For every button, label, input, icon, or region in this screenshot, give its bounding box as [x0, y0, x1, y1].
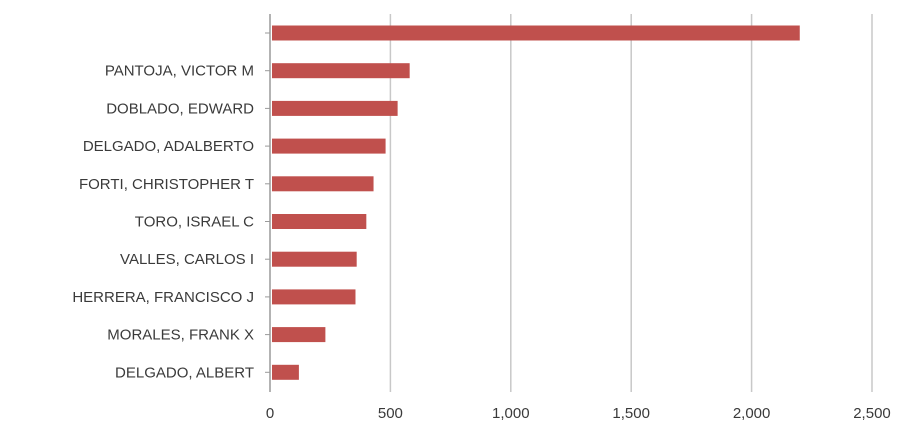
bar	[272, 138, 386, 154]
category-label: DELGADO, ADALBERTO	[83, 138, 254, 155]
x-tick-labels: 0 500 1,000 1,500 2,000 2,500	[266, 405, 891, 422]
category-label: PANTOJA, VICTOR M	[105, 63, 254, 80]
bar	[272, 327, 326, 343]
bar	[272, 25, 800, 41]
bar	[272, 63, 410, 79]
category-label: DOBLADO, EDWARD	[106, 100, 254, 117]
bar	[272, 251, 357, 267]
category-label: VALLES, CARLOS I	[120, 251, 254, 268]
bar	[272, 100, 398, 116]
bar	[272, 214, 367, 229]
x-tick-label: 2,500	[853, 405, 891, 422]
gridlines	[389, 14, 873, 392]
x-tick-label: 1,500	[612, 405, 650, 422]
category-label: HERRERA, FRANCISCO J	[72, 289, 254, 306]
x-tick-label: 2,000	[733, 405, 771, 422]
category-labels: PANTOJA, VICTOR M DOBLADO, EDWARD DELGADO,…	[72, 63, 254, 382]
bar	[272, 176, 374, 192]
category-label: FORTI, CHRISTOPHER T	[79, 176, 254, 193]
bars	[272, 25, 800, 380]
x-tick-label: 500	[378, 405, 403, 422]
category-label: DELGADO, ALBERT	[115, 364, 254, 381]
category-label: MORALES, FRANK X	[107, 327, 254, 344]
bar	[272, 289, 356, 305]
x-tick-label: 0	[266, 405, 274, 422]
category-label: TORO, ISRAEL C	[135, 214, 254, 231]
x-tick-label: 1,000	[492, 405, 530, 422]
bar	[272, 364, 299, 380]
y-axis	[265, 14, 271, 392]
